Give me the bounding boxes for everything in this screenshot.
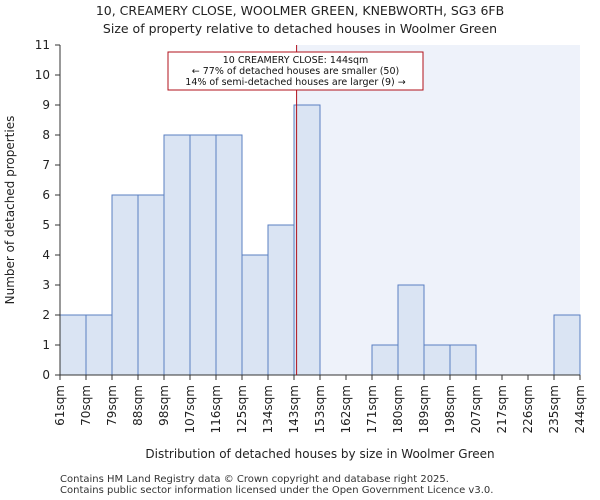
x-tick-label: 79sqm	[105, 385, 119, 426]
histogram-bar	[267, 224, 295, 376]
chart-subtitle: Size of property relative to detached ho…	[102, 21, 498, 36]
histogram-bar	[293, 104, 321, 376]
histogram-bar	[423, 344, 451, 376]
y-tick-label: 7	[42, 158, 50, 172]
histogram-bar	[137, 194, 165, 376]
highlight-region	[296, 45, 580, 375]
x-tick-label: 217sqm	[495, 385, 509, 433]
histogram-bar	[371, 344, 399, 376]
histogram-bar	[163, 134, 191, 376]
x-tick-label: 107sqm	[183, 385, 197, 433]
x-tick-label: 61sqm	[53, 385, 67, 426]
chart-title-address: 10, CREAMERY CLOSE, WOOLMER GREEN, KNEBW…	[95, 3, 505, 18]
x-tick-label: 70sqm	[79, 385, 93, 426]
histogram-bar	[59, 314, 87, 376]
y-tick-label: 11	[35, 38, 50, 52]
y-tick-label: 0	[42, 368, 50, 382]
x-tick-label: 162sqm	[339, 385, 353, 433]
x-tick-label: 88sqm	[131, 385, 145, 426]
x-tick-label: 98sqm	[157, 385, 171, 426]
y-tick-label: 2	[42, 308, 50, 322]
x-tick-label: 134sqm	[261, 385, 275, 433]
x-tick-label: 116sqm	[209, 385, 223, 433]
y-tick-label: 1	[42, 338, 50, 352]
x-tick-label: 143sqm	[287, 385, 301, 433]
x-tick-label: 226sqm	[521, 385, 535, 433]
y-axis-label: Number of detached properties	[3, 116, 17, 305]
histogram-bar	[449, 344, 477, 376]
histogram-bar	[241, 254, 269, 376]
y-tick-label: 10	[35, 68, 50, 82]
x-tick-label: 171sqm	[365, 385, 379, 433]
x-tick-label: 153sqm	[313, 385, 327, 433]
x-tick-label: 180sqm	[391, 385, 405, 433]
y-tick-label: 6	[42, 188, 50, 202]
annotation-line: 14% of semi-detached houses are larger (…	[185, 77, 405, 88]
x-tick-label: 125sqm	[235, 385, 249, 433]
annotation-line: 10 CREAMERY CLOSE: 144sqm	[223, 55, 369, 66]
footer-copyright: Contains HM Land Registry data © Crown c…	[60, 474, 449, 485]
histogram-bar	[215, 134, 243, 376]
x-tick-label: 189sqm	[417, 385, 431, 433]
y-tick-label: 3	[42, 278, 50, 292]
annotation-box	[167, 51, 424, 91]
histogram-bar	[397, 284, 425, 376]
histogram-bar	[85, 314, 113, 376]
y-tick-label: 4	[42, 248, 50, 262]
annotation-line: ← 77% of detached houses are smaller (50…	[192, 66, 399, 77]
y-tick-label: 9	[42, 98, 50, 112]
x-axis-label: Distribution of detached houses by size …	[145, 447, 494, 461]
histogram-bar	[111, 194, 139, 376]
y-tick-label: 8	[42, 128, 50, 142]
x-tick-label: 198sqm	[443, 385, 457, 433]
histogram-bar	[553, 314, 581, 376]
y-tick-label: 5	[42, 218, 50, 232]
x-tick-label: 244sqm	[573, 385, 587, 433]
x-tick-label: 207sqm	[469, 385, 483, 433]
footer-licence: Contains public sector information licen…	[60, 485, 494, 496]
histogram-bar	[189, 134, 217, 376]
x-tick-label: 235sqm	[547, 385, 561, 433]
